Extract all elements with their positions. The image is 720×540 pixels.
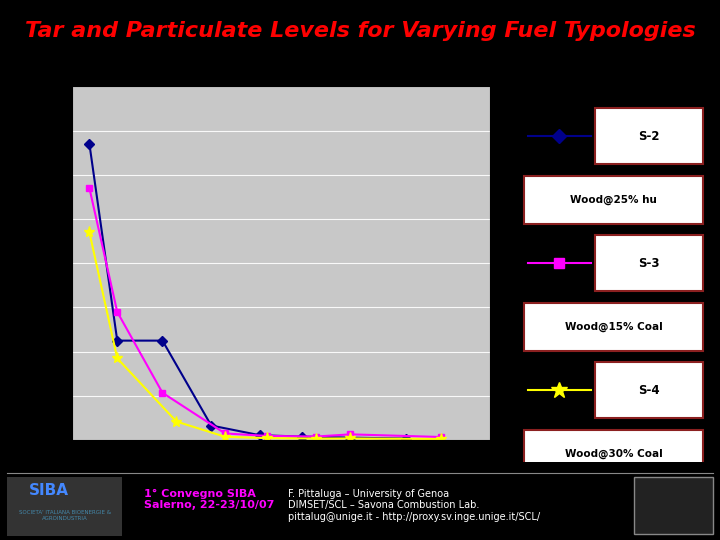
Bar	[634, 477, 713, 534]
Text: Wood@30% Coal: Wood@30% Coal	[565, 449, 662, 459]
Text: S-3: S-3	[639, 256, 660, 270]
Text: S-2: S-2	[639, 130, 660, 143]
Text: 1° Convegno SIBA
Salerno, 22-23/10/07: 1° Convegno SIBA Salerno, 22-23/10/07	[144, 489, 274, 510]
Y-axis label: Tar + Particulate
(mg/m3): Tar + Particulate (mg/m3)	[13, 214, 35, 313]
FancyBboxPatch shape	[595, 362, 703, 418]
Text: SIBA: SIBA	[29, 483, 69, 498]
Bar	[7, 477, 122, 536]
Text: Wood@25% hu: Wood@25% hu	[570, 194, 657, 205]
FancyBboxPatch shape	[524, 430, 703, 477]
Text: F. Pittaluga – University of Genoa
DIMSET/SCL – Savona Combustion Lab.
pittalug@: F. Pittaluga – University of Genoa DIMSE…	[288, 489, 540, 522]
FancyBboxPatch shape	[524, 176, 703, 224]
FancyBboxPatch shape	[595, 235, 703, 291]
FancyBboxPatch shape	[524, 303, 703, 350]
Title: Tar + Particulate in Gas: Tar + Particulate in Gas	[180, 68, 382, 83]
Text: S-4: S-4	[639, 384, 660, 397]
FancyBboxPatch shape	[595, 109, 703, 164]
Text: SOCIETA' ITALIANA BIOENERGIE &
AGROINDUSTRIA: SOCIETA' ITALIANA BIOENERGIE & AGROINDUS…	[19, 510, 111, 521]
Text: Tar and Particulate Levels for Varying Fuel Typologies: Tar and Particulate Levels for Varying F…	[24, 21, 696, 41]
Text: Wood@15% Coal: Wood@15% Coal	[565, 322, 662, 332]
X-axis label: Superficial Velocity (m/s): Superficial Velocity (m/s)	[202, 465, 359, 475]
